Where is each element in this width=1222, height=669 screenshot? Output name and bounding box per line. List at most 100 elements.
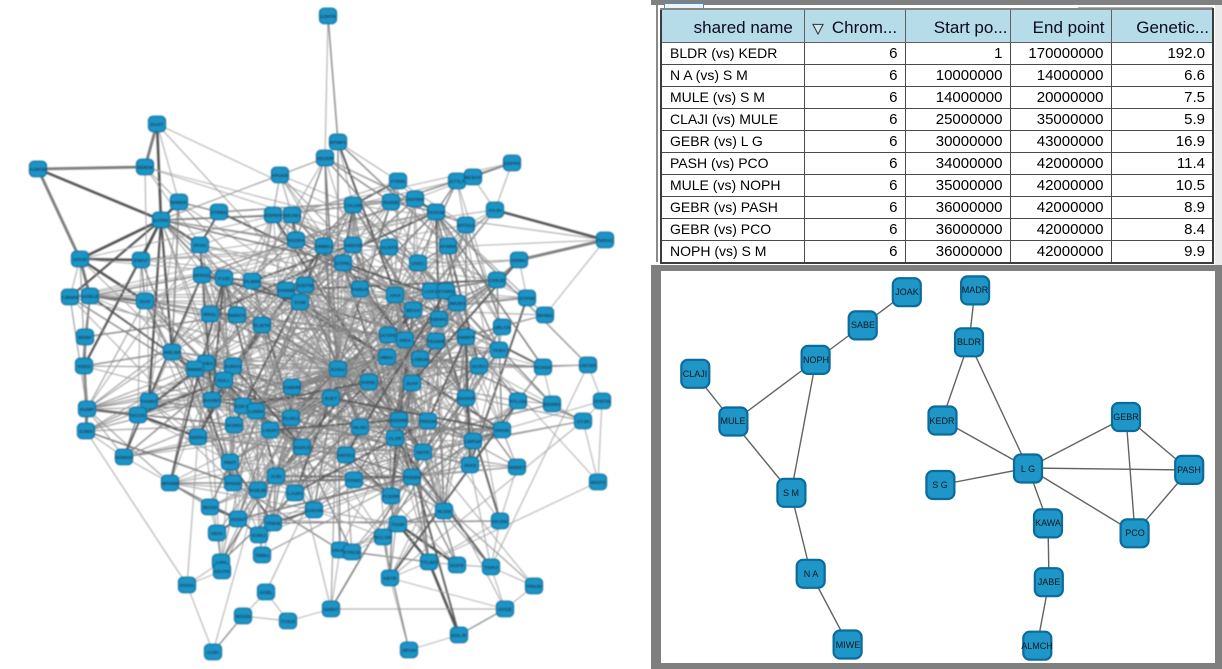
svg-text:MULE: MULE: [720, 416, 745, 426]
svg-text:HLHO: HLHO: [353, 425, 367, 431]
svg-text:AWDGB: AWDGB: [344, 243, 363, 249]
svg-text:DWBFR: DWBFR: [457, 335, 475, 341]
svg-text:ADJTK: ADJTK: [214, 569, 231, 575]
svg-text:FEUWB: FEUWB: [427, 339, 445, 345]
svg-text:SJWH: SJWH: [79, 429, 93, 435]
svg-text:FOOA: FOOA: [180, 583, 194, 589]
svg-text:CLSR: CLSR: [388, 436, 402, 442]
svg-text:JKKD: JKKD: [463, 463, 477, 469]
svg-text:LNUPI: LNUPI: [263, 428, 278, 434]
svg-text:EUMP: EUMP: [80, 407, 95, 413]
svg-text:BMEM: BMEM: [138, 165, 153, 171]
svg-text:TAHNS: TAHNS: [141, 399, 158, 405]
svg-text:JSONT: JSONT: [230, 517, 246, 523]
svg-text:ONJPE: ONJPE: [332, 548, 349, 554]
svg-text:KAWA: KAWA: [1035, 518, 1061, 528]
svg-text:TRIFM: TRIFM: [266, 521, 281, 527]
svg-text:JABE: JABE: [1038, 577, 1061, 587]
svg-text:BDSM: BDSM: [203, 505, 217, 511]
svg-text:POJH: POJH: [488, 208, 502, 214]
svg-text:EWAF: EWAF: [134, 258, 148, 264]
svg-text:JOAK: JOAK: [895, 287, 919, 297]
svg-text:IPEH: IPEH: [399, 338, 411, 344]
svg-text:BUIDB: BUIDB: [383, 200, 399, 206]
svg-text:KNBHH: KNBHH: [283, 385, 301, 391]
svg-text:PDEBN: PDEBN: [404, 475, 421, 481]
svg-text:MCBAF: MCBAF: [464, 175, 481, 181]
svg-text:JIPOH: JIPOH: [402, 648, 417, 654]
svg-text:TUUD: TUUD: [391, 522, 405, 528]
svg-text:RTLGM: RTLGM: [509, 399, 526, 405]
svg-text:HTRTW: HTRTW: [593, 399, 611, 405]
svg-text:HDFMN: HDFMN: [406, 197, 424, 203]
svg-text:TMBU: TMBU: [255, 553, 269, 559]
svg-text:UOBLE: UOBLE: [82, 294, 100, 300]
svg-text:DHON: DHON: [495, 428, 510, 434]
svg-text:UOUD: UOUD: [73, 257, 88, 263]
svg-text:LNCWN: LNCWN: [579, 363, 597, 369]
svg-text:LUWH: LUWH: [249, 409, 264, 415]
svg-text:UJHTR: UJHTR: [320, 14, 337, 20]
svg-text:IKSRD: IKSRD: [227, 423, 242, 429]
svg-text:KFEB: KFEB: [498, 607, 512, 613]
svg-text:LWPUH: LWPUH: [464, 439, 482, 445]
svg-text:AEUDR: AEUDR: [316, 156, 334, 162]
svg-text:COFI: COFI: [207, 650, 219, 656]
svg-text:ICHSJ: ICHSJ: [252, 533, 266, 539]
svg-text:BCLON: BCLON: [374, 535, 392, 541]
svg-text:APUGD: APUGD: [271, 173, 289, 179]
svg-text:HOWOD: HOWOD: [115, 455, 134, 461]
svg-text:PJJD: PJJD: [218, 276, 231, 282]
svg-text:FCERR: FCERR: [383, 494, 400, 500]
svg-text:HABA: HABA: [199, 361, 213, 367]
svg-text:BEMWC: BEMWC: [543, 402, 562, 408]
svg-text:BKNIG: BKNIG: [537, 313, 553, 319]
svg-text:FKDOM: FKDOM: [427, 210, 445, 216]
svg-text:RMRCF: RMRCF: [228, 313, 245, 319]
svg-text:SGDLE: SGDLE: [294, 445, 311, 451]
svg-text:NNRET: NNRET: [509, 465, 526, 471]
svg-text:EUST: EUST: [151, 122, 164, 128]
svg-text:WGFO: WGFO: [591, 480, 606, 486]
svg-text:NSED: NSED: [77, 364, 91, 370]
svg-text:TRNJK: TRNJK: [526, 584, 543, 590]
svg-text:BIWDK: BIWDK: [171, 200, 188, 206]
svg-text:OIAF: OIAF: [139, 299, 151, 305]
svg-text:DCCIS: DCCIS: [131, 413, 147, 419]
svg-text:WPMPU: WPMPU: [329, 140, 348, 146]
svg-text:KFWRP: KFWRP: [439, 244, 457, 250]
svg-text:MADR: MADR: [962, 285, 989, 295]
svg-text:NLEM: NLEM: [437, 509, 451, 515]
svg-text:TCIUS: TCIUS: [281, 619, 296, 625]
svg-text:FTRRI: FTRRI: [391, 179, 406, 185]
svg-text:S G: S G: [932, 480, 948, 490]
svg-text:KTTLT: KTTLT: [450, 179, 465, 185]
svg-text:PLHOJ: PLHOJ: [283, 416, 299, 422]
svg-text:AHJI: AHJI: [390, 293, 402, 299]
svg-text:CLAJI: CLAJI: [683, 369, 708, 379]
svg-text:SABE: SABE: [851, 320, 875, 330]
svg-text:BEGS: BEGS: [406, 308, 420, 314]
svg-text:ELWTK: ELWTK: [254, 323, 271, 329]
svg-text:NSDRB: NSDRB: [390, 418, 408, 424]
svg-text:KBTR: KBTR: [383, 576, 397, 582]
svg-text:PRROK: PRROK: [419, 419, 437, 425]
svg-text:SUMAS: SUMAS: [224, 364, 242, 370]
svg-text:N A: N A: [804, 569, 819, 579]
svg-text:L G: L G: [1021, 464, 1035, 474]
svg-text:MIWE: MIWE: [836, 640, 861, 650]
svg-text:NHTE: NHTE: [416, 450, 430, 456]
svg-text:AOROB: AOROB: [29, 167, 47, 173]
svg-text:OMBDJ: OMBDJ: [315, 244, 333, 250]
svg-text:FDNIS: FDNIS: [347, 478, 362, 484]
svg-text:USEC: USEC: [411, 261, 425, 267]
svg-text:HEAI: HEAI: [211, 531, 223, 537]
svg-text:HGDPA: HGDPA: [288, 238, 306, 244]
svg-text:DCRO: DCRO: [472, 364, 486, 370]
svg-text:ESPEH: ESPEH: [265, 213, 282, 219]
svg-text:KEDR: KEDR: [929, 416, 955, 426]
svg-text:TIDHJ: TIDHJ: [484, 565, 498, 571]
svg-text:JCBI: JCBI: [271, 474, 283, 480]
svg-text:TJBWW: TJBWW: [61, 295, 80, 301]
svg-text:WSGN: WSGN: [236, 614, 251, 620]
